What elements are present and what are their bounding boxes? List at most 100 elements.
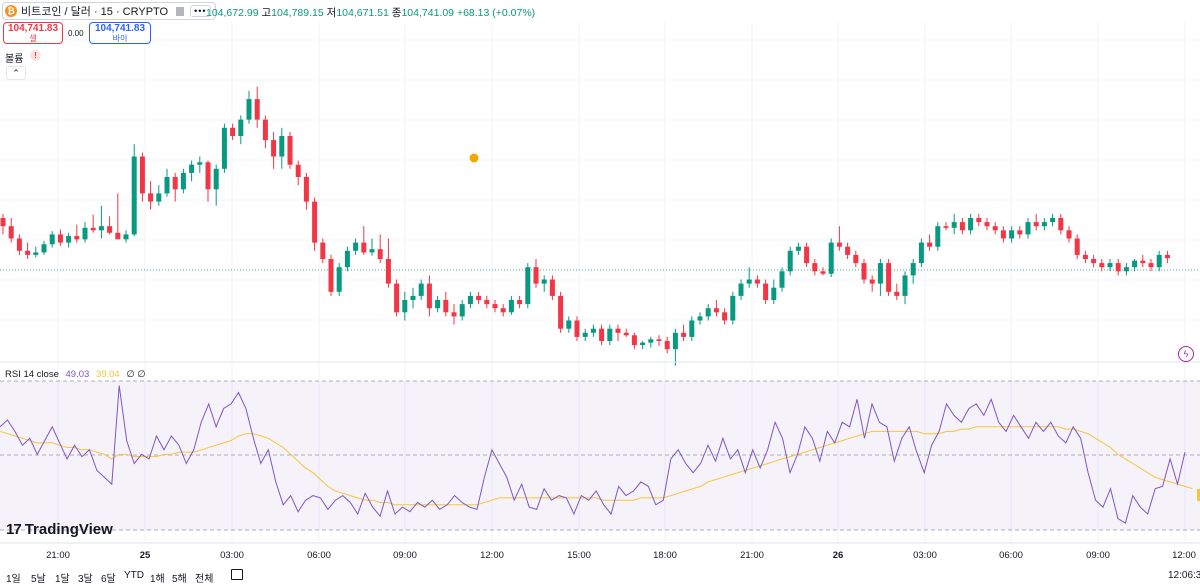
rsi-ma-value: 39.04 [95, 369, 120, 380]
range-1y[interactable]: 1해 [150, 574, 165, 585]
candle-body [730, 295, 736, 321]
candle-body [828, 242, 834, 274]
candle-body [1009, 230, 1015, 239]
candle-body [41, 244, 47, 253]
buy-label: 바이 [112, 34, 128, 43]
candle-body [344, 250, 350, 268]
candle-body [1017, 230, 1023, 235]
candle-body [57, 234, 63, 243]
candle-body [476, 295, 482, 300]
rsi-ma-marker [1197, 489, 1200, 501]
range-all[interactable]: 전체 [195, 574, 214, 585]
candle-body [713, 308, 719, 313]
range-6m[interactable]: 6달 [101, 574, 116, 585]
change-value: +68.13 (+0.07%) [456, 7, 536, 19]
candle-body [656, 339, 662, 341]
candle-body [1115, 263, 1121, 272]
candle-body [484, 300, 490, 305]
candle-body [262, 119, 268, 141]
rsi-legend[interactable]: RSI 14 close 49.03 39.04 ∅ ∅ [5, 369, 146, 380]
range-1m[interactable]: 1달 [55, 574, 70, 585]
candle-body [1025, 222, 1031, 235]
candle-body [336, 267, 342, 292]
warning-icon[interactable]: ! [30, 50, 41, 61]
calendar-icon[interactable] [231, 569, 243, 580]
candle-body [1033, 222, 1039, 227]
candle-body [230, 127, 236, 136]
candle-body [180, 172, 186, 190]
candle-body [763, 283, 769, 300]
candle-body [189, 164, 195, 173]
candle-body [812, 263, 818, 272]
range-5y[interactable]: 5해 [172, 574, 187, 585]
time-tick-label: 12:00 [1172, 550, 1196, 561]
sell-button[interactable]: 104,741.83 셀 [3, 22, 63, 44]
candle-body [525, 267, 531, 305]
lightning-icon[interactable]: ϟ [1178, 346, 1194, 362]
candle-body [607, 328, 613, 341]
candle-body [689, 320, 695, 337]
symbol-title[interactable]: 비트코인 / 달러 · 15 · CRYPTO [21, 6, 169, 18]
candle-body [820, 271, 826, 274]
candle-body [951, 222, 957, 228]
candle-body [139, 156, 145, 194]
candle-body [1164, 254, 1170, 259]
sell-label: 셀 [29, 34, 37, 43]
tradingview-logo[interactable]: 17 TradingView [6, 521, 113, 538]
candle-body [574, 320, 580, 337]
more-options-icon[interactable]: ••• [190, 5, 211, 17]
candle-body [623, 332, 629, 336]
candle-body [16, 238, 22, 251]
candle-body [410, 295, 416, 300]
rsi-value: 49.03 [65, 369, 90, 380]
buy-button[interactable]: 104,741.83 바이 [89, 22, 151, 44]
candle-body [369, 249, 375, 253]
range-ytd[interactable]: YTD [124, 570, 144, 581]
candle-body [197, 162, 203, 165]
candle-body [25, 250, 31, 255]
candle-body [517, 300, 523, 305]
symbol-pill[interactable]: ₿ 비트코인 / 달러 · 15 · CRYPTO ••• [2, 2, 216, 20]
candle-body [435, 300, 441, 309]
candle-body [648, 339, 654, 343]
candle-body [492, 304, 498, 309]
sell-price: 104,741.83 [7, 23, 59, 34]
candle-body [976, 218, 982, 223]
high-value: 104,789.15 [271, 7, 324, 19]
candle-body [287, 136, 293, 165]
time-tick-label: 26 [832, 550, 844, 561]
candles [0, 86, 1170, 366]
candle-body [508, 300, 514, 313]
candle-body [74, 236, 80, 240]
candle-body [771, 287, 777, 300]
time-tick-label: 03:00 [913, 550, 937, 561]
close-label: 종 [391, 7, 402, 19]
candle-body [459, 304, 465, 317]
candle-body [90, 227, 96, 231]
candle-body [754, 279, 760, 284]
candle-body [33, 252, 39, 255]
candle-body [320, 242, 326, 259]
ohlc-values: 104,672.99 고104,789.15 저104,671.51 종104,… [206, 5, 535, 20]
candle-body [681, 332, 687, 337]
candle-body [443, 300, 449, 313]
candle-body [918, 242, 924, 264]
volume-label[interactable]: 볼륨 [5, 54, 24, 65]
candle-body [886, 263, 892, 292]
candle-body [795, 246, 801, 251]
chart-header: ₿ 비트코인 / 달러 · 15 · CRYPTO ••• 104,672.99… [0, 0, 1200, 22]
candle-body [1132, 260, 1138, 268]
range-5d[interactable]: 5날 [31, 574, 46, 585]
time-tick-label: 12:00 [480, 550, 504, 561]
candle-body [131, 156, 137, 235]
flag-icon[interactable] [176, 6, 185, 16]
candle-body [779, 271, 785, 288]
collapse-legend-button[interactable]: ⌃ [6, 66, 26, 80]
chart-grid [0, 22, 1200, 543]
time-tick-label: 03:00 [220, 550, 244, 561]
range-3m[interactable]: 3달 [78, 574, 93, 585]
range-1d[interactable]: 1일 [6, 574, 21, 585]
high-label: 고 [261, 7, 272, 19]
candle-body [927, 242, 933, 247]
